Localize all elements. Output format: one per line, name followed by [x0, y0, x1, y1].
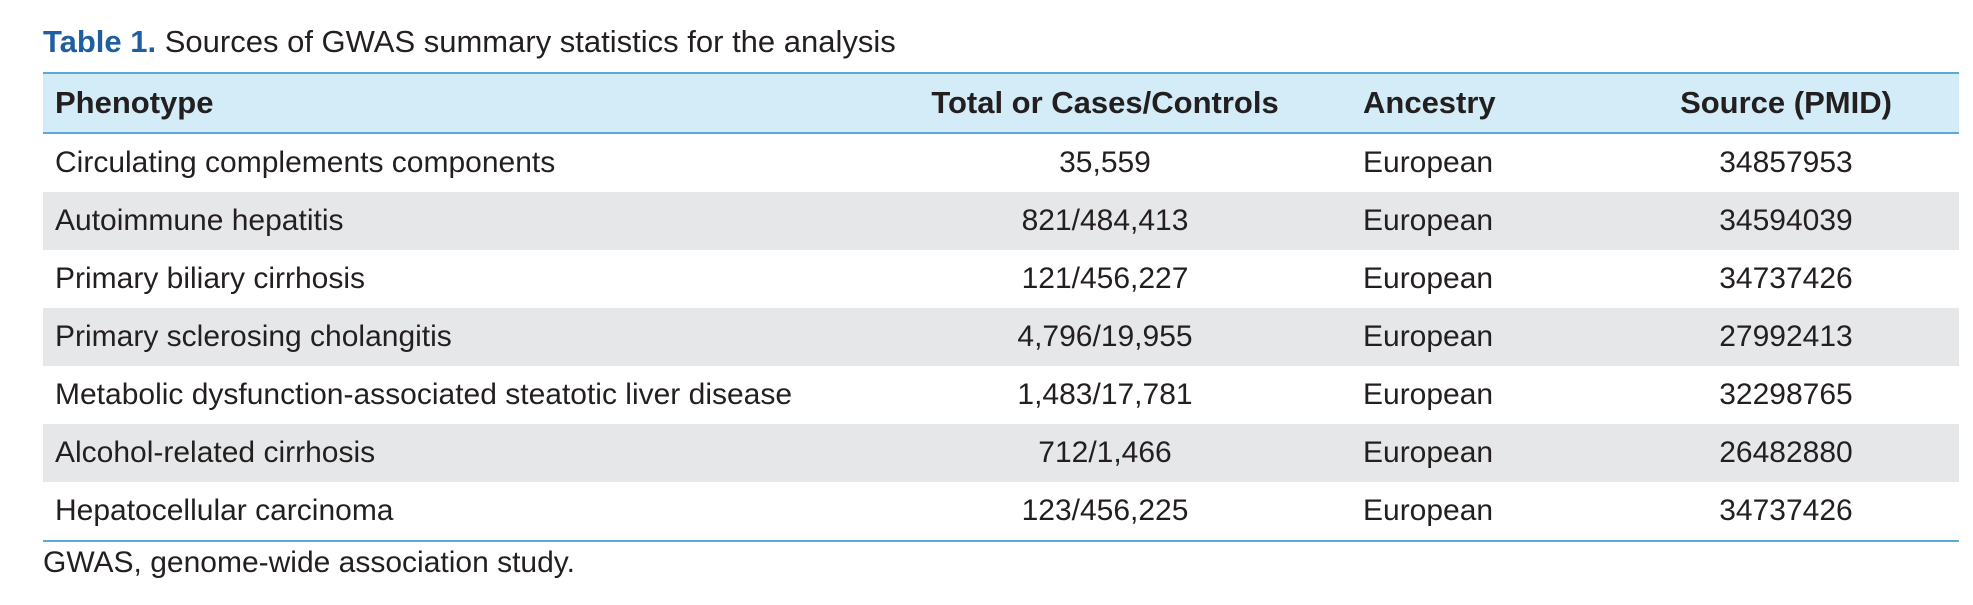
total-cell: 35,559 — [1059, 146, 1151, 179]
ancestry-cell: European — [1363, 204, 1494, 237]
ancestry-cell: European — [1363, 320, 1494, 353]
ancestry-cell: European — [1363, 146, 1494, 179]
column-header-source: Source (PMID) — [1680, 85, 1892, 120]
table-row: Primary biliary cirrhosis 121/456,227 Eu… — [43, 250, 1959, 308]
total-cell: 1,483/17,781 — [1017, 378, 1193, 411]
phenotype-cell: Metabolic dysfunction-associated steatot… — [55, 378, 793, 411]
table-row: Autoimmune hepatitis 821/484,413 Europea… — [43, 192, 1959, 250]
source-cell: 26482880 — [1719, 436, 1853, 469]
column-header-phenotype: Phenotype — [55, 85, 214, 120]
source-cell: 34594039 — [1719, 204, 1853, 237]
table-footnote: GWAS, genome-wide association study. — [43, 546, 575, 579]
total-cell: 123/456,225 — [1021, 494, 1189, 527]
ancestry-cell: European — [1363, 378, 1494, 411]
table-label: Table 1. — [43, 24, 157, 59]
total-cell: 712/1,466 — [1038, 436, 1172, 469]
table-title: Sources of GWAS summary statistics for t… — [156, 24, 896, 59]
column-header-total: Total or Cases/Controls — [931, 85, 1279, 120]
table-caption: Table 1. Sources of GWAS summary statist… — [43, 22, 896, 62]
data-table: Phenotype Total or Cases/Controls Ancest… — [43, 72, 1959, 542]
total-cell: 821/484,413 — [1021, 204, 1189, 237]
table-row: Primary sclerosing cholangitis 4,796/19,… — [43, 308, 1959, 366]
phenotype-cell: Autoimmune hepatitis — [55, 204, 344, 237]
phenotype-cell: Alcohol-related cirrhosis — [55, 436, 376, 469]
ancestry-cell: European — [1363, 262, 1494, 295]
table-row: Metabolic dysfunction-associated steatot… — [43, 366, 1959, 424]
phenotype-cell: Hepatocellular carcinoma — [55, 494, 394, 527]
source-cell: 34737426 — [1719, 262, 1853, 295]
ancestry-cell: European — [1363, 494, 1494, 527]
ancestry-cell: European — [1363, 436, 1494, 469]
table-row: Hepatocellular carcinoma 123/456,225 Eur… — [43, 482, 1959, 541]
phenotype-cell: Primary sclerosing cholangitis — [55, 320, 452, 353]
total-cell: 4,796/19,955 — [1017, 320, 1193, 353]
source-cell: 34737426 — [1719, 494, 1853, 527]
source-cell: 32298765 — [1719, 378, 1853, 411]
column-header-ancestry: Ancestry — [1363, 85, 1496, 120]
header-row: Phenotype Total or Cases/Controls Ancest… — [43, 73, 1959, 133]
table-row: Circulating complements components 35,55… — [43, 133, 1959, 192]
total-cell: 121/456,227 — [1021, 262, 1189, 295]
phenotype-cell: Circulating complements components — [55, 146, 556, 179]
table-row: Alcohol-related cirrhosis 712/1,466 Euro… — [43, 424, 1959, 482]
phenotype-cell: Primary biliary cirrhosis — [55, 262, 366, 295]
source-cell: 34857953 — [1719, 146, 1853, 179]
source-cell: 27992413 — [1719, 320, 1853, 353]
